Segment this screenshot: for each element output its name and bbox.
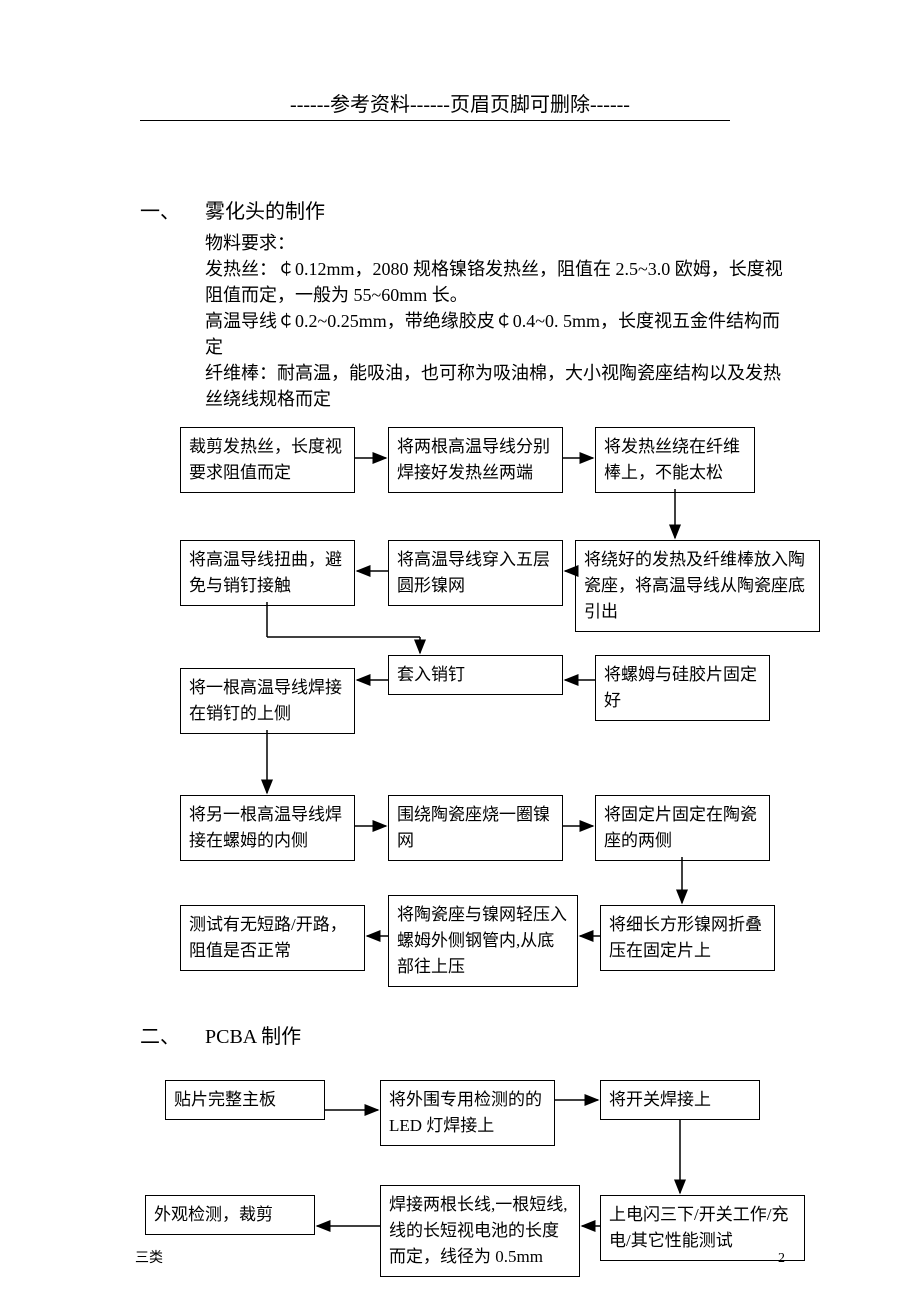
flow1-box-11: 围绕陶瓷座烧一圈镍网 <box>388 795 563 861</box>
header-rule <box>140 120 730 121</box>
section1-title: 雾化头的制作 <box>205 195 325 224</box>
flow2-box-5: 焊接两根长线,一根短线,线的长短视电池的长度而定，线径为 0.5mm <box>380 1185 580 1277</box>
section2-title: PCBA 制作 <box>205 1020 301 1049</box>
flow1-box-12: 将固定片固定在陶瓷座的两侧 <box>595 795 770 861</box>
flow1-box-14: 将陶瓷座与镍网轻压入螺姆外侧钢管内,从底部往上压 <box>388 895 578 987</box>
flow1-box-4: 将高温导线扭曲，避免与销钉接触 <box>180 540 355 606</box>
section2-prefix: 二、 <box>140 1020 180 1049</box>
flow2-box-1: 贴片完整主板 <box>165 1080 325 1120</box>
flow1-box-8: 套入销钉 <box>388 655 563 695</box>
flow1-box-6: 将绕好的发热及纤维棒放入陶瓷座，将高温导线从陶瓷座底引出 <box>575 540 820 632</box>
page-header-text: ------参考资料------页眉页脚可删除------ <box>0 88 920 117</box>
footer-right: 2 <box>778 1251 785 1267</box>
section1-prefix: 一、 <box>140 195 180 224</box>
flow2-box-2: 将外围专用检测的的 LED 灯焊接上 <box>380 1080 555 1146</box>
flow2-box-3: 将开关焊接上 <box>600 1080 760 1120</box>
footer-left: 三类 <box>135 1247 163 1267</box>
flow1-box-15: 将细长方形镍网折叠压在固定片上 <box>600 905 775 971</box>
material-line2: 高温导线￠0.2~0.25mm，带绝缘胶皮￠0.4~0. 5mm，长度视五金件结… <box>205 308 785 360</box>
flow2-box-4: 外观检测，裁剪 <box>145 1195 315 1235</box>
flow1-box-3: 将发热丝绕在纤维棒上，不能太松 <box>595 427 755 493</box>
flow1-box-13: 测试有无短路/开路，阻值是否正常 <box>180 905 365 971</box>
material-line3: 纤维棒：耐高温，能吸油，也可称为吸油棉，大小视陶瓷座结构以及发热丝绕线规格而定 <box>205 360 785 412</box>
page: ------参考资料------页眉页脚可删除------ 一、 雾化头的制作 … <box>0 0 920 1302</box>
flow1-box-10: 将另一根高温导线焊接在螺姆的内侧 <box>180 795 355 861</box>
flow1-box-9: 将螺姆与硅胶片固定好 <box>595 655 770 721</box>
flow1-box-2: 将两根高温导线分别焊接好发热丝两端 <box>388 427 563 493</box>
material-heading: 物料要求： <box>205 230 765 256</box>
material-line1: 发热丝：￠0.12mm，2080 规格镍铬发热丝，阻值在 2.5~3.0 欧姆，… <box>205 256 785 308</box>
flow1-box-5: 将高温导线穿入五层圆形镍网 <box>388 540 563 606</box>
flow2-box-6: 上电闪三下/开关工作/充电/其它性能测试 <box>600 1195 805 1261</box>
flow1-box-7: 将一根高温导线焊接在销钉的上侧 <box>180 668 355 734</box>
flow1-box-1: 裁剪发热丝，长度视要求阻值而定 <box>180 427 355 493</box>
